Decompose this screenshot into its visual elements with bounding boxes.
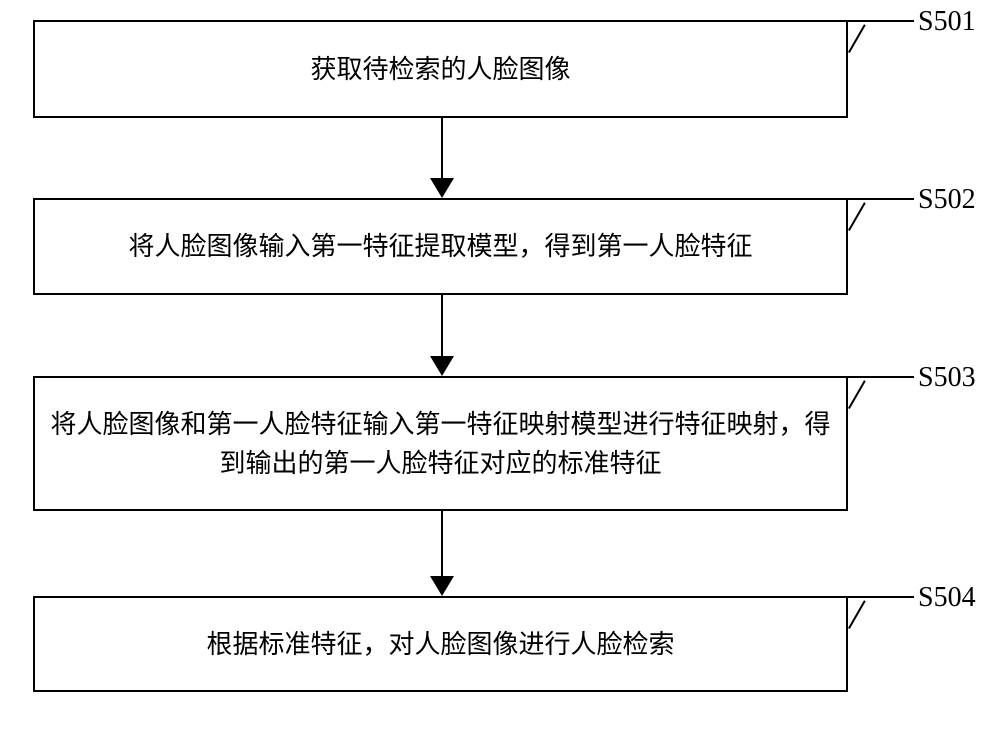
step-label-2: S502 [918,184,976,216]
step-text-3: 将人脸图像和第一人脸特征输入第一特征映射模型进行特征映射，得到输出的第一人脸特征… [47,405,834,483]
step-label-slash-2 [848,202,866,231]
arrow-1-line [441,118,443,178]
step-text-4: 根据标准特征，对人脸图像进行人脸检索 [206,625,674,664]
step-label-hline-3 [848,376,914,378]
step-label-hline-1 [848,20,914,22]
step-box-3: 将人脸图像和第一人脸特征输入第一特征映射模型进行特征映射，得到输出的第一人脸特征… [33,376,848,511]
arrow-2-head [430,356,454,376]
step-box-4: 根据标准特征，对人脸图像进行人脸检索 [33,596,848,692]
flowchart-container: 获取待检索的人脸图像 S501 将人脸图像输入第一特征提取模型，得到第一人脸特征… [0,0,1000,736]
arrow-3-line [441,511,443,576]
arrow-2-line [441,295,443,356]
step-text-1: 获取待检索的人脸图像 [310,50,570,89]
step-label-slash-3 [848,380,866,409]
step-text-2: 将人脸图像输入第一特征提取模型，得到第一人脸特征 [128,227,752,266]
step-box-1: 获取待检索的人脸图像 [33,20,848,118]
arrow-3-head [430,576,454,596]
step-label-4: S504 [918,582,976,614]
step-label-hline-2 [848,198,914,200]
step-label-slash-4 [848,600,866,629]
step-label-3: S503 [918,362,976,394]
step-label-1: S501 [918,6,976,38]
step-label-slash-1 [848,24,866,53]
step-label-hline-4 [848,596,914,598]
step-box-2: 将人脸图像输入第一特征提取模型，得到第一人脸特征 [33,198,848,295]
arrow-1-head [430,178,454,198]
